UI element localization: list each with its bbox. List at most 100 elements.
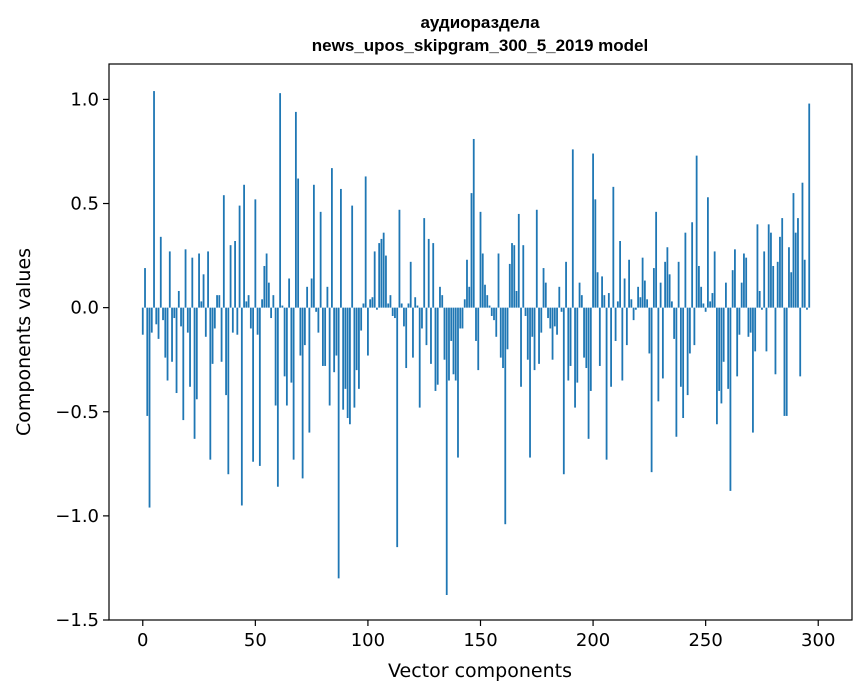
bar-142 bbox=[461, 307, 464, 329]
bar-283 bbox=[779, 236, 781, 308]
x-tick-label: 200 bbox=[576, 630, 610, 651]
bar-177 bbox=[540, 307, 543, 333]
bar-153 bbox=[486, 295, 489, 308]
bar-1 bbox=[144, 268, 146, 308]
bar-28 bbox=[204, 307, 207, 337]
bar-119 bbox=[409, 261, 412, 308]
bar-263 bbox=[734, 249, 736, 308]
bar-58 bbox=[272, 295, 275, 308]
x-axis-label: Vector components bbox=[388, 660, 572, 682]
bar-134 bbox=[443, 307, 446, 360]
y-axis: −1.5 −1.0 −0.5 0.0 0.5 1.0 bbox=[55, 89, 109, 631]
bar-264 bbox=[736, 307, 739, 377]
bar-279 bbox=[770, 232, 772, 308]
bar-179 bbox=[544, 282, 547, 308]
bar-93 bbox=[351, 205, 354, 308]
bar-71 bbox=[301, 307, 304, 479]
bar-152 bbox=[484, 284, 486, 308]
x-tick-label: 300 bbox=[801, 630, 835, 651]
bar-274 bbox=[758, 290, 761, 308]
bar-257 bbox=[720, 307, 723, 404]
bar-201 bbox=[594, 199, 597, 308]
bar-133 bbox=[441, 295, 444, 308]
bar-24 bbox=[195, 307, 198, 400]
bar-46 bbox=[245, 301, 248, 308]
bar-210 bbox=[614, 307, 617, 341]
bar-160 bbox=[502, 307, 504, 369]
bar-118 bbox=[407, 303, 410, 308]
bar-121 bbox=[414, 297, 417, 308]
bar-296 bbox=[808, 103, 811, 308]
bar-5 bbox=[153, 91, 155, 308]
bar-95 bbox=[355, 307, 358, 371]
bar-150 bbox=[479, 211, 482, 308]
bar-137 bbox=[450, 307, 453, 341]
bar-289 bbox=[792, 193, 795, 308]
bar-268 bbox=[745, 257, 748, 308]
bar-165 bbox=[513, 245, 516, 308]
bar-125 bbox=[423, 218, 426, 308]
bar-7 bbox=[157, 307, 160, 339]
bar-66 bbox=[290, 307, 293, 383]
bar-182 bbox=[551, 307, 554, 360]
y-tick-label: −0.5 bbox=[55, 402, 99, 423]
bar-122 bbox=[416, 305, 419, 308]
x-tick-label: 100 bbox=[351, 630, 385, 651]
bar-241 bbox=[684, 232, 687, 308]
bar-107 bbox=[382, 232, 385, 308]
bar-94 bbox=[353, 307, 356, 408]
bar-55 bbox=[265, 253, 268, 308]
bar-258 bbox=[722, 307, 725, 362]
bar-38 bbox=[227, 307, 230, 475]
bar-19 bbox=[184, 249, 187, 308]
bar-236 bbox=[673, 307, 676, 339]
bar-284 bbox=[781, 218, 784, 308]
bar-110 bbox=[389, 295, 392, 308]
bar-12 bbox=[168, 251, 171, 308]
bar-190 bbox=[569, 307, 572, 366]
bar-229 bbox=[657, 307, 660, 402]
bar-170 bbox=[524, 307, 527, 316]
bar-251 bbox=[707, 197, 709, 308]
bar-104 bbox=[376, 307, 378, 310]
bar-140 bbox=[457, 307, 459, 458]
bar-238 bbox=[677, 261, 680, 308]
bar-217 bbox=[630, 299, 633, 308]
bar-149 bbox=[477, 307, 480, 371]
bar-154 bbox=[488, 305, 491, 308]
bar-193 bbox=[576, 307, 579, 383]
bar-237 bbox=[675, 307, 678, 437]
x-axis: 0 50 100 150 200 250 300 bbox=[137, 620, 835, 651]
bar-10 bbox=[164, 307, 167, 358]
bar-227 bbox=[652, 268, 655, 308]
bar-8 bbox=[159, 236, 162, 308]
bar-30 bbox=[209, 307, 212, 460]
bar-31 bbox=[211, 307, 214, 364]
bar-171 bbox=[526, 307, 529, 360]
bar-224 bbox=[646, 299, 649, 308]
bar-174 bbox=[533, 307, 536, 371]
bar-191 bbox=[571, 149, 574, 308]
y-tick-label: 0.5 bbox=[70, 194, 99, 215]
bar-164 bbox=[511, 243, 513, 308]
bar-166 bbox=[515, 290, 518, 308]
bar-248 bbox=[700, 286, 703, 308]
bar-220 bbox=[637, 286, 640, 308]
bar-114 bbox=[398, 209, 401, 308]
bar-124 bbox=[421, 307, 423, 329]
bar-172 bbox=[529, 307, 531, 458]
bar-88 bbox=[340, 188, 342, 308]
bar-233 bbox=[666, 247, 669, 308]
bar-16 bbox=[177, 290, 180, 308]
x-tick-label: 250 bbox=[688, 630, 722, 651]
bar-294 bbox=[803, 259, 806, 308]
bar-203 bbox=[598, 307, 601, 366]
bar-232 bbox=[664, 261, 667, 308]
bar-184 bbox=[556, 307, 558, 335]
bar-151 bbox=[481, 253, 484, 308]
bar-226 bbox=[650, 307, 653, 473]
bar-211 bbox=[616, 301, 619, 308]
bar-254 bbox=[713, 251, 716, 308]
bar-series bbox=[141, 91, 811, 596]
